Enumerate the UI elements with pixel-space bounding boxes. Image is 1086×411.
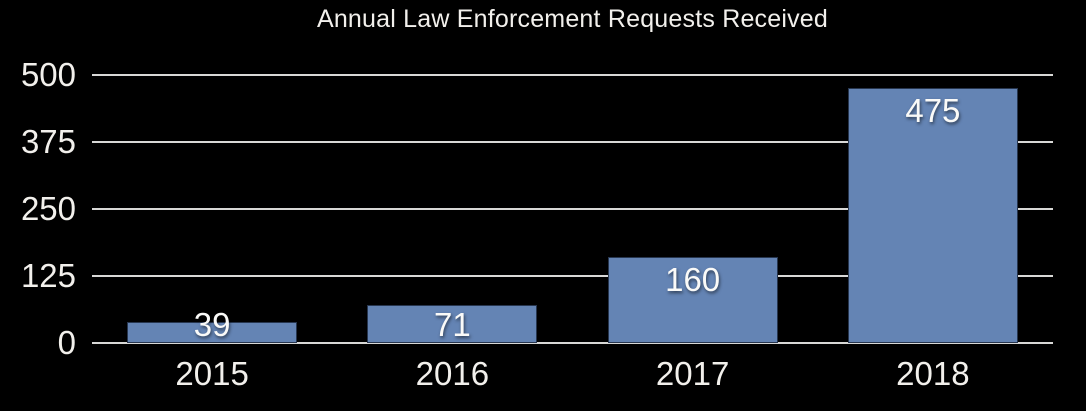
y-axis-tick-label: 0 <box>57 324 76 361</box>
y-axis-tick-label: 500 <box>20 56 76 93</box>
bar-2018 <box>847 88 1018 343</box>
x-axis-tick-label: 2015 <box>175 355 249 392</box>
bar-value-label: 160 <box>665 261 721 299</box>
bar-2016 <box>367 304 538 343</box>
gridline <box>92 141 1053 143</box>
y-axis-tick-label: 250 <box>20 190 76 227</box>
y-axis-tick-label: 125 <box>20 257 76 294</box>
chart-title: Annual Law Enforcement Requests Received <box>316 5 829 33</box>
y-axis-tick-label: 375 <box>20 123 76 160</box>
x-axis-tick-label: 2018 <box>896 355 970 392</box>
gridline <box>92 342 1053 344</box>
x-axis-tick-label: 2016 <box>415 355 490 392</box>
bar-value-label: 39 <box>193 306 231 343</box>
x-axis-tick-label: 2017 <box>655 355 730 392</box>
gridline <box>92 275 1053 277</box>
bar-2017 <box>607 257 778 343</box>
bar-2015 <box>127 322 298 343</box>
bar-value-label: 71 <box>434 306 471 343</box>
bar-value-label: 475 <box>905 92 961 130</box>
gridline <box>92 208 1053 210</box>
gridline <box>92 74 1053 76</box>
